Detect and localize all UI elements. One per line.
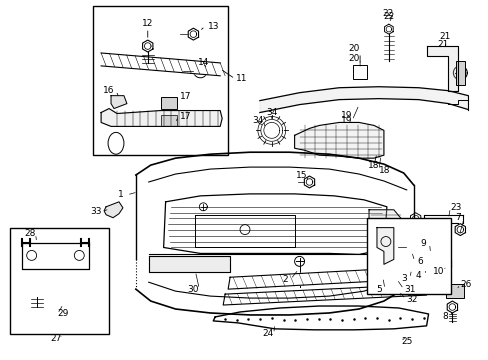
- Text: 3: 3: [400, 274, 406, 283]
- Polygon shape: [376, 228, 393, 264]
- Bar: [161, 96, 176, 109]
- Text: 11: 11: [236, 74, 247, 83]
- Text: 14: 14: [197, 58, 208, 67]
- Text: 28: 28: [24, 229, 35, 238]
- Polygon shape: [259, 87, 468, 113]
- Text: 4: 4: [415, 271, 421, 280]
- Bar: [352, 65, 366, 79]
- Text: 20: 20: [348, 44, 359, 53]
- Text: 34: 34: [265, 108, 277, 117]
- Text: 32: 32: [405, 294, 417, 303]
- Bar: [10, 228, 109, 334]
- Bar: [446, 284, 463, 298]
- Polygon shape: [368, 210, 403, 242]
- Text: 15: 15: [295, 171, 306, 180]
- Polygon shape: [426, 46, 457, 91]
- Text: 17: 17: [180, 112, 191, 121]
- Text: 20: 20: [348, 54, 359, 63]
- Text: 21: 21: [439, 32, 450, 41]
- Text: 29: 29: [58, 310, 69, 319]
- Text: 22: 22: [383, 12, 394, 21]
- Text: 21: 21: [437, 40, 448, 49]
- Text: 34: 34: [252, 116, 263, 125]
- Polygon shape: [228, 267, 413, 289]
- Text: 8: 8: [442, 312, 447, 321]
- Text: 9: 9: [420, 239, 426, 248]
- Text: 18: 18: [367, 161, 379, 170]
- Text: 26: 26: [460, 280, 471, 289]
- Text: 27: 27: [51, 334, 62, 343]
- Text: 5: 5: [375, 285, 381, 294]
- Text: 19: 19: [340, 111, 351, 120]
- Text: 16: 16: [103, 86, 115, 95]
- Text: 13: 13: [207, 22, 219, 31]
- Polygon shape: [101, 53, 220, 76]
- Text: 33: 33: [90, 207, 102, 216]
- Polygon shape: [148, 256, 230, 272]
- Polygon shape: [111, 96, 127, 109]
- Polygon shape: [213, 306, 427, 330]
- Text: 25: 25: [400, 337, 411, 346]
- Text: 2: 2: [281, 275, 287, 284]
- Bar: [93, 6, 228, 155]
- Text: 31: 31: [403, 285, 415, 294]
- Text: 24: 24: [262, 329, 273, 338]
- Text: 23: 23: [450, 203, 461, 212]
- Bar: [161, 114, 176, 126]
- Polygon shape: [294, 122, 383, 158]
- Polygon shape: [104, 202, 122, 218]
- Text: 7: 7: [454, 213, 460, 222]
- Text: 17: 17: [180, 92, 191, 101]
- Text: 10: 10: [432, 267, 443, 276]
- Text: 22: 22: [382, 9, 393, 18]
- Text: 6: 6: [417, 257, 423, 266]
- Text: 1: 1: [118, 190, 123, 199]
- Text: 12: 12: [142, 19, 153, 28]
- Polygon shape: [101, 109, 222, 126]
- Polygon shape: [223, 284, 427, 305]
- Text: 19: 19: [340, 116, 351, 125]
- Text: 30: 30: [187, 285, 199, 294]
- Bar: [455, 61, 464, 85]
- Bar: [366, 218, 450, 294]
- Text: 18: 18: [378, 166, 390, 175]
